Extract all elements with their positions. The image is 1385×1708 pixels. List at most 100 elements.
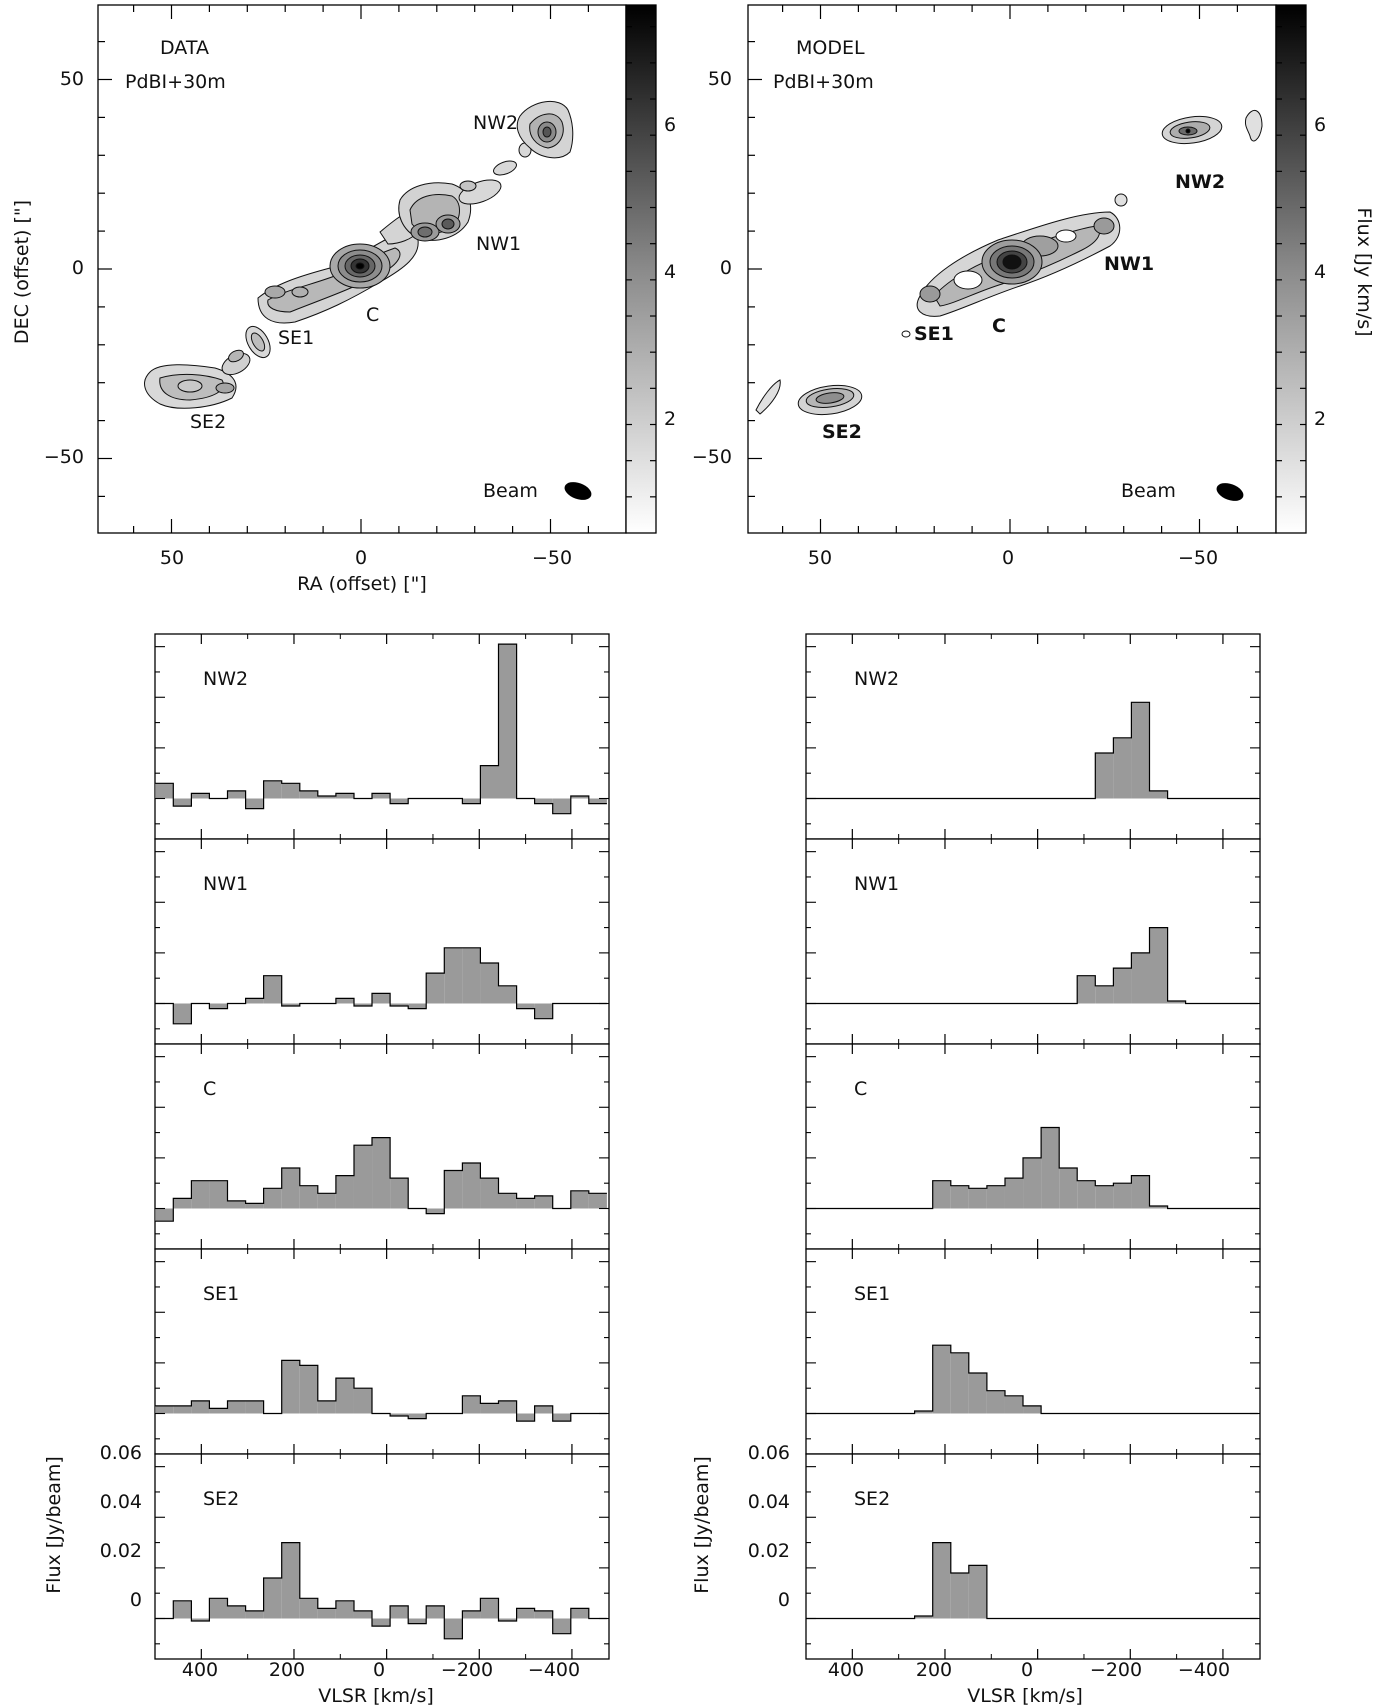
spectrum-bar [408,1618,427,1624]
spectrum-label: NW1 [854,873,899,895]
colorbar [625,4,657,534]
region-label-nw1: NW1 [476,233,521,255]
spectrum-bar [534,798,553,804]
spectrum-panel-nw1: NW1 [805,838,1261,1045]
spectrum-bar [1131,952,1150,1004]
spectrum-bar [317,1193,336,1209]
panel-frame [154,1248,610,1455]
spectrum-line [155,1137,607,1222]
spectrum-bar [986,1390,1005,1414]
spectrum-bar [462,1610,481,1619]
region-label-nw2: NW2 [1175,171,1225,193]
y-tick-label: 0.06 [748,1442,790,1464]
spectrum-bar [281,1003,300,1007]
spectrum-bar [480,1598,499,1619]
spectrum-bar [353,1003,373,1007]
panel-frame [805,1248,1261,1455]
beam-label: Beam [483,480,538,502]
spectrum-bar [1077,975,1096,1004]
x-tick-label: 0 [355,547,367,569]
spectrum-bar [191,1400,210,1414]
spectrum-bar [390,1413,409,1417]
spectrum-bar [408,1003,427,1009]
spectrum-panel-se1: SE1 [154,1248,610,1455]
spectrum-bar [317,795,336,799]
x-axis-label: VLSR [km/s] [318,1685,434,1707]
spectrum-bar [534,1003,553,1019]
spectrum-bar [498,1400,517,1414]
spectrum-bar [968,1565,987,1619]
map-subtitle: PdBI+30m [125,71,226,93]
spectrum-bar [480,765,499,799]
spectrum-bar [480,1178,499,1209]
spectrum-bar [968,1373,987,1414]
spectrum-bar [1023,1157,1042,1209]
spectrum-bar [534,1610,553,1619]
spectrum-bar [173,1198,192,1209]
spectrum-bar [426,973,445,1004]
spectrum-bar [570,1190,589,1209]
colorbar-tick-label: 2 [1314,408,1326,430]
colorbar [1275,4,1307,534]
spectrum-bar [173,1600,192,1619]
spectrum-panel-se1: SE1 [805,1248,1261,1455]
spectrum-bar [426,1208,445,1214]
spectrum-bar [1167,1000,1186,1004]
spectrum-bar [299,790,318,799]
panel-frame [805,838,1261,1045]
spectrum-label: SE1 [203,1283,239,1305]
spectrum-bar [932,1180,951,1209]
spectrum-bar [1113,968,1132,1004]
panel-frame [154,1453,610,1660]
spectrum-bar [263,1578,282,1619]
y-tick-label: 50 [60,68,84,90]
spectrum-bar [317,1608,336,1619]
spectrum-bar [588,798,607,804]
spectrum-bar [390,1003,409,1007]
beam-ellipse [1216,483,1244,501]
x-axis-label: VLSR [km/s] [967,1685,1083,1707]
colorbar-tick-label: 2 [664,408,676,430]
spectrum-bar [444,1618,463,1639]
y-tick-label: 0.02 [100,1540,142,1562]
spectrum-bar [281,1168,300,1209]
x-tick-label: −400 [528,1659,580,1681]
region-label-se2: SE2 [190,411,226,433]
spectrum-bar [372,1137,391,1209]
x-tick-label: 0 [1002,547,1014,569]
spectrum-bar [173,798,192,807]
spectrum-bar [263,1188,282,1209]
spectrum-label: C [854,1078,867,1100]
spectra-axis-text: 400 200 0 −200 −400 VLSR [km/s] 0.06 0.0… [43,1442,1230,1707]
spectrum-bar [932,1542,951,1619]
spectrum-bar [950,1185,969,1209]
spectrum-bar [1113,737,1132,799]
panel-frame [154,838,610,1045]
spectrum-bar [245,798,264,809]
y-tick-label: 0 [130,1589,142,1611]
y-axis-label: Flux [Jy/beam] [691,1456,713,1594]
spectrum-bar [209,1598,228,1619]
x-tick-label: 0 [373,1659,385,1681]
spectrum-bar [462,1162,481,1209]
spectra-grid: NW2 NW1 C SE1 SE2 NW2 NW1 C SE1 SE2 [154,633,1261,1660]
spectrum-bar [335,998,354,1004]
spectrum-panel-nw1: NW1 [154,838,610,1045]
map-panel-data [97,4,657,534]
spectrum-bar [498,985,517,1004]
y-tick-label: 0.02 [748,1540,790,1562]
spectrum-bar [516,1198,535,1209]
spectrum-bar [281,1360,300,1414]
spectrum-bar [1059,1168,1078,1209]
x-axis-label: RA (offset) ["] [297,573,427,595]
map-ticks [98,5,1306,533]
spectrum-bar [552,1413,571,1422]
spectrum-bar [173,1003,192,1024]
spectrum-line [806,701,1258,800]
spectrum-bar [245,1610,264,1619]
spectrum-line [806,927,1258,1005]
spectrum-bar [480,963,499,1004]
spectrum-bar [155,1208,174,1222]
colorbar-tick-label: 4 [664,261,676,283]
